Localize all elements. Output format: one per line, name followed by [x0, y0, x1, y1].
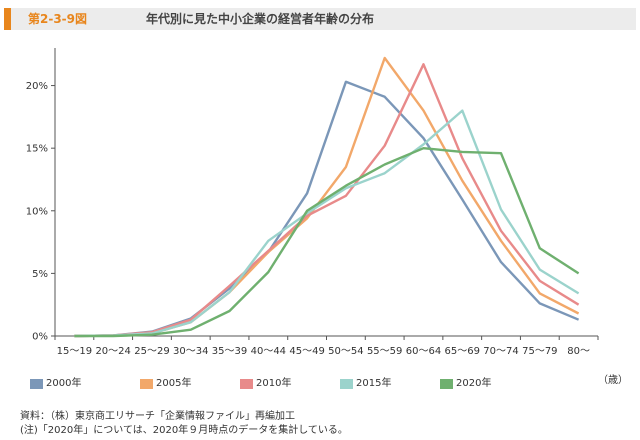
x-tick-label: 15～19	[57, 346, 92, 357]
header-accent-bar	[4, 8, 11, 30]
legend-swatch	[240, 379, 253, 389]
figure-header: 第2-3-9図 年代別に見た中小企業の経営者年齢の分布	[4, 8, 636, 30]
legend-label: 2010年	[256, 378, 292, 389]
legend-label: 2000年	[46, 378, 82, 389]
y-tick-label: 10%	[26, 206, 48, 217]
legend-item: 2015年	[340, 378, 391, 392]
x-tick-label: 50～54	[328, 346, 363, 357]
series-line-2020年	[74, 146, 580, 338]
x-tick-label: 45～49	[289, 346, 324, 357]
series-line-2000年	[74, 80, 580, 338]
legend-item: 2000年	[30, 378, 81, 392]
series-line-2015年	[74, 109, 580, 338]
legend-item: 2020年	[440, 378, 491, 392]
legend-swatch	[440, 379, 453, 389]
x-tick-label: 60～64	[406, 346, 441, 357]
figure-title: 年代別に見た中小企業の経営者年齢の分布	[146, 12, 375, 26]
x-tick-label: 65～69	[445, 346, 480, 357]
legend-label: 2015年	[356, 378, 392, 389]
legend-item: 2005年	[140, 378, 191, 392]
legend-label: 2020年	[456, 378, 492, 389]
x-axis-unit-label: （歳）	[598, 375, 628, 386]
x-tick-label: 55～59	[367, 346, 402, 357]
y-tick-label: 20%	[26, 81, 48, 92]
x-tick-label: 35～39	[212, 346, 247, 357]
x-tick-label: 80～	[567, 346, 590, 357]
x-tick-label: 70～74	[483, 346, 518, 357]
legend-swatch	[30, 379, 43, 389]
legend-swatch	[140, 379, 153, 389]
y-tick-label: 0%	[32, 332, 48, 343]
figure-number: 第2-3-9図	[28, 12, 88, 26]
line-chart: 0% 5% 10% 15% 20% 15～19 20～24 25～29 30～34 35～39 40…	[26, 48, 599, 357]
chart-notes: 資料：（株）東京商工リサーチ「企業情報ファイル」再編加工 (注)「2020年」に…	[20, 410, 348, 438]
series-line-2010年	[74, 63, 580, 338]
y-tick-label: 5%	[32, 269, 48, 280]
source-note: 資料：（株）東京商工リサーチ「企業情報ファイル」再編加工	[20, 411, 295, 422]
x-tick-label: 40～44	[251, 346, 286, 357]
x-tick-label: 25～29	[134, 346, 169, 357]
legend-label: 2005年	[156, 378, 192, 389]
y-tick-label: 15%	[26, 144, 48, 155]
footnote: (注)「2020年」については、2020年９月時点のデータを集計している。	[20, 425, 348, 436]
legend-item: 2010年	[240, 378, 291, 392]
x-tick-label: 75～79	[522, 346, 557, 357]
chart-legend: 2000年 2005年 2010年 2015年 2020年	[30, 378, 550, 392]
x-tick-label: 30～34	[173, 346, 208, 357]
legend-swatch	[340, 379, 353, 389]
x-tick-label: 20～24	[95, 346, 130, 357]
